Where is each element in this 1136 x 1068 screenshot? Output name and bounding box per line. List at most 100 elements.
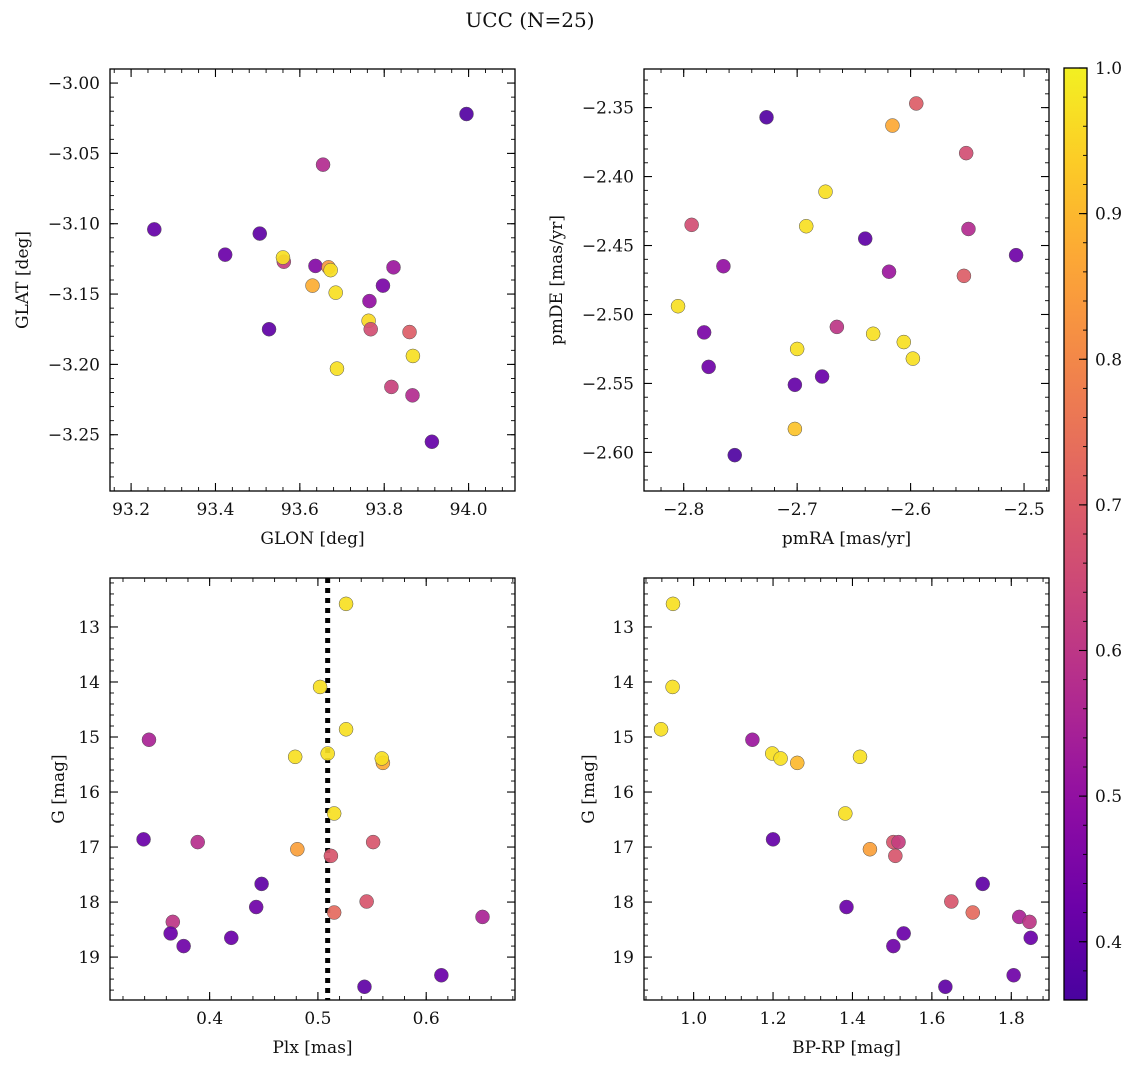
- scatter-point: [386, 260, 401, 275]
- y-axis-label: GLAT [deg]: [13, 231, 33, 329]
- scatter-point: [359, 894, 374, 909]
- x-axis-label: GLON [deg]: [260, 529, 364, 549]
- scatter-point: [176, 938, 191, 954]
- y-tick-label: −3.10: [48, 215, 100, 235]
- y-tick-label: 19: [78, 948, 100, 968]
- panel-1: 93.2 93.4 93.6 93.8 94.0 −3.25 −3.20 −3.15 −3.10…: [13, 68, 516, 549]
- scatter-point: [745, 732, 760, 748]
- scatter-point: [716, 258, 731, 274]
- scatter-point: [765, 832, 781, 847]
- scatter-point: [865, 326, 881, 342]
- x-tick-label: 1.2: [760, 1009, 787, 1029]
- x-tick-label: 1.4: [839, 1009, 866, 1029]
- scatter-point: [459, 106, 474, 122]
- scatter-point: [163, 926, 178, 941]
- scatter-point: [905, 351, 921, 366]
- scatter-point: [312, 679, 328, 695]
- x-axis-label: Plx [mas]: [272, 1038, 352, 1058]
- y-tick-label: 17: [78, 838, 100, 858]
- y-tick-label: 13: [612, 618, 634, 638]
- y-tick-label: −2.45: [582, 237, 634, 257]
- scatter-point: [759, 110, 774, 125]
- y-axis-label: G [mag]: [579, 754, 599, 823]
- scatter-point: [958, 145, 974, 161]
- y-tick-label: 15: [78, 728, 100, 748]
- scatter-point: [829, 319, 845, 335]
- scatter-point: [224, 930, 239, 946]
- scatter-point: [665, 679, 680, 695]
- scatter-point: [881, 264, 897, 279]
- scatter-point: [773, 751, 788, 766]
- scatter-point: [975, 876, 990, 892]
- scatter-point: [402, 324, 417, 340]
- y-tick-label: 15: [612, 728, 634, 748]
- scatter-point: [248, 899, 264, 915]
- scatter-point: [886, 938, 901, 954]
- scatter-point: [254, 876, 269, 892]
- x-tick-label: −2.7: [777, 500, 818, 520]
- scatter-point: [896, 926, 911, 941]
- scatter-point: [308, 258, 323, 274]
- x-tick-label: 93.6: [281, 500, 319, 520]
- x-tick-label: 0.4: [196, 1009, 223, 1029]
- y-tick-label: 14: [78, 673, 100, 693]
- scatter-point: [338, 596, 354, 612]
- scatter-point: [727, 447, 743, 463]
- scatter-point: [888, 848, 903, 864]
- y-tick-label: 14: [612, 673, 634, 693]
- x-tick-label: 93.4: [197, 500, 235, 520]
- scatter-point: [670, 298, 686, 314]
- scatter-point: [320, 746, 335, 761]
- y-tick-label: 16: [78, 783, 100, 803]
- scatter-point: [818, 184, 833, 199]
- scatter-point: [790, 755, 805, 771]
- scatter-point: [787, 377, 803, 393]
- y-tick-label: −3.05: [48, 144, 100, 164]
- y-tick-label: 18: [612, 893, 634, 913]
- scatter-point: [475, 909, 490, 925]
- scatter-point: [287, 749, 303, 765]
- x-tick-label: 93.8: [365, 500, 403, 520]
- scatter-point: [653, 722, 669, 737]
- scatter-point: [696, 325, 712, 340]
- scatter-point: [362, 293, 377, 309]
- scatter-point: [896, 334, 912, 350]
- scatter-point: [405, 348, 421, 364]
- scatter-point: [839, 899, 854, 915]
- x-tick-label: −2.8: [663, 500, 704, 520]
- scatter-point: [798, 218, 814, 234]
- x-tick-label: −2.6: [890, 500, 931, 520]
- y-tick-label: −3.25: [48, 426, 100, 446]
- scatter-point: [147, 222, 162, 237]
- panels: 93.2 93.4 93.6 93.8 94.0 −3.25 −3.20 −3.15 −3.10…: [13, 68, 1050, 1058]
- scatter-point: [365, 834, 381, 850]
- figure-title: UCC (N=25): [465, 8, 594, 32]
- y-tick-label: −2.40: [582, 168, 634, 188]
- colorbar-tick-label: 0.6: [1095, 642, 1122, 662]
- y-tick-label: 19: [612, 948, 634, 968]
- scatter-point: [329, 361, 345, 376]
- colorbar-gradient: [1064, 68, 1087, 1000]
- scatter-point: [701, 359, 716, 375]
- scatter-point: [326, 905, 342, 920]
- x-tick-label: 0.5: [304, 1009, 331, 1029]
- colorbar-tick-label: 1.0: [1095, 59, 1122, 79]
- y-tick-label: 17: [612, 838, 634, 858]
- colorbar-tick-label: 0.9: [1095, 205, 1122, 225]
- scatter-point: [275, 250, 291, 265]
- y-axis-label: pmDE [mas/yr]: [547, 215, 567, 345]
- scatter-point: [665, 596, 681, 612]
- scatter-point: [862, 841, 878, 857]
- scatter-point: [261, 321, 277, 337]
- scatter-point: [328, 285, 343, 300]
- scatter-point: [814, 369, 830, 384]
- y-tick-label: 18: [78, 893, 100, 913]
- x-tick-label: 1.0: [680, 1009, 707, 1029]
- scatter-point: [684, 217, 699, 233]
- y-tick-label: 16: [612, 783, 634, 803]
- scatter-point: [141, 732, 157, 748]
- scatter-point: [374, 751, 390, 766]
- axes-frame: [643, 68, 1050, 492]
- scatter-point: [434, 967, 449, 983]
